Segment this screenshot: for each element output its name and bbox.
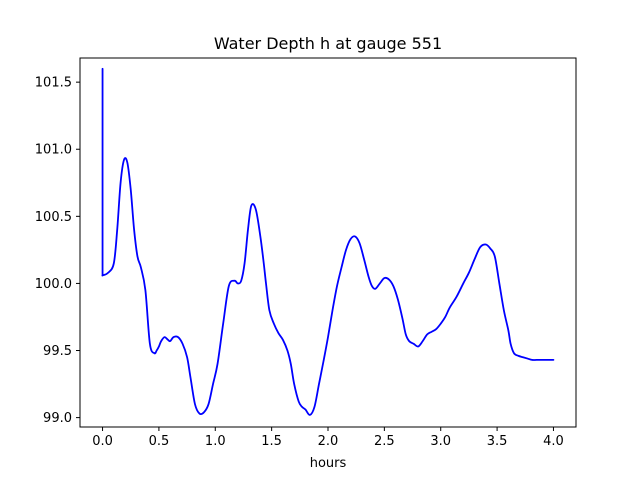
x-tick-label: 4.0 bbox=[543, 434, 564, 449]
x-tick-label: 3.0 bbox=[430, 434, 451, 449]
plot-frame bbox=[79, 57, 577, 428]
x-tick-label: 3.5 bbox=[487, 434, 508, 449]
x-tick-label: 2.0 bbox=[318, 434, 339, 449]
y-tick-label: 101.0 bbox=[35, 143, 72, 158]
x-axis-label: hours bbox=[310, 456, 347, 471]
y-tick-label: 99.0 bbox=[43, 411, 72, 426]
y-tick-label: 101.5 bbox=[35, 76, 72, 91]
x-tick-label: 1.0 bbox=[205, 434, 226, 449]
chart-title: Water Depth h at gauge 551 bbox=[214, 34, 442, 53]
y-tick-label: 100.5 bbox=[35, 210, 72, 225]
y-tick-label: 100.0 bbox=[35, 277, 72, 292]
x-tick-label: 0.5 bbox=[149, 434, 170, 449]
ticks-layer: 0.0 0.5 1.0 1.5 2.0 2.5 3.0 3.5 4.0 99.0 99.5 100.0… bbox=[35, 76, 564, 449]
x-tick-label: 0.0 bbox=[92, 434, 113, 449]
x-tick-label: 1.5 bbox=[261, 434, 282, 449]
y-tick-label: 99.5 bbox=[43, 344, 72, 359]
series-line bbox=[101, 67, 555, 416]
x-tick-label: 2.5 bbox=[374, 434, 395, 449]
